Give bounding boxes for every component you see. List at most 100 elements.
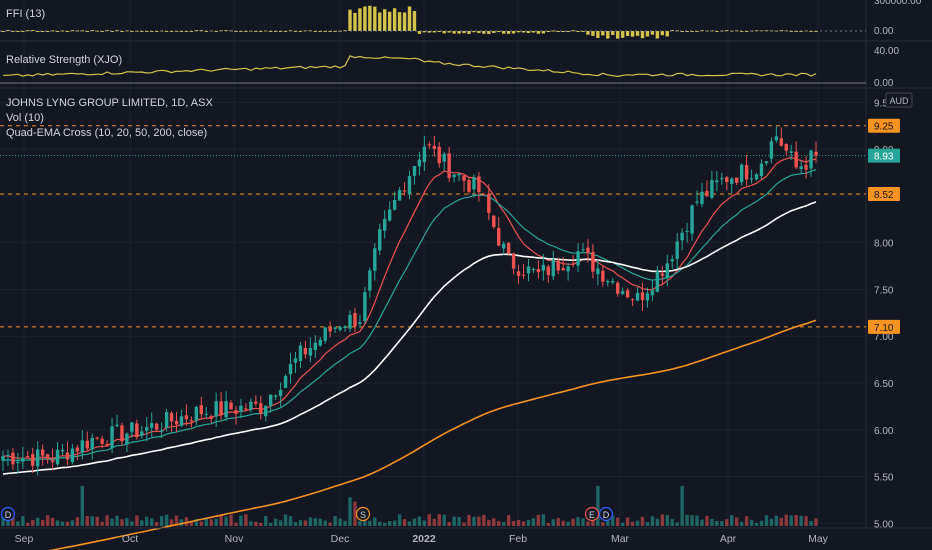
candle-body — [164, 411, 169, 428]
candle-body — [323, 327, 327, 341]
ffi-bar — [1, 31, 5, 32]
candle-body — [224, 401, 228, 418]
event-marker[interactable] — [355, 506, 371, 522]
candle-body — [556, 260, 560, 271]
candle-body — [358, 322, 362, 325]
candle-body — [234, 410, 238, 414]
ffi-bar — [358, 8, 362, 31]
volume-bar — [556, 518, 560, 526]
currency-box[interactable] — [885, 92, 913, 108]
event-marker[interactable] — [598, 506, 614, 522]
candle-body — [65, 452, 70, 460]
volume-bars — [1, 486, 818, 526]
volume-bar — [60, 521, 65, 526]
candle-body — [685, 230, 689, 232]
ffi-bar — [80, 30, 85, 32]
candle-body — [40, 449, 45, 456]
candle-body — [769, 141, 774, 159]
volume-bar — [75, 517, 80, 526]
volume-bar — [432, 518, 436, 526]
ffi-bar — [581, 31, 585, 32]
ffi-bar — [670, 30, 674, 32]
candle-body — [333, 327, 337, 329]
event-marker-label: D — [603, 510, 610, 520]
ffi-bar — [546, 31, 551, 32]
candle-body — [293, 358, 298, 363]
ffi-bar — [383, 9, 387, 32]
ffi-tick-label: 300000.00 — [874, 0, 922, 7]
volume-bar — [135, 515, 139, 526]
volume-bar — [65, 521, 70, 526]
candle-body — [264, 405, 268, 417]
volume-bar — [561, 520, 565, 526]
volume-bar — [744, 516, 749, 526]
volume-bar — [675, 522, 679, 526]
volume-label: Vol (10) — [6, 112, 44, 124]
price-axis: 9.509.008.508.007.507.006.506.005.505.00 — [874, 98, 894, 530]
ffi-bar — [417, 31, 422, 34]
volume-bar — [759, 520, 764, 526]
volume-bar — [442, 514, 446, 526]
ffi-bar — [551, 30, 555, 32]
candle-body — [343, 326, 347, 329]
ffi-bar — [665, 31, 669, 37]
event-marker-label: S — [360, 510, 366, 520]
candle-body — [110, 426, 114, 449]
volume-bar — [264, 515, 268, 526]
candle-body — [412, 166, 417, 176]
ffi-bar — [675, 30, 679, 32]
candle-body — [497, 228, 501, 246]
ffi-bar — [353, 12, 357, 32]
candle-body — [31, 454, 35, 466]
price-tick-label: 8.00 — [874, 239, 894, 250]
ffi-bar — [586, 31, 590, 35]
event-marker[interactable] — [0, 506, 16, 522]
volume-bar — [665, 515, 669, 526]
event-marker[interactable] — [584, 506, 600, 522]
candle-body — [690, 205, 694, 234]
volume-bar — [179, 519, 184, 526]
candle-body — [660, 273, 665, 277]
time-tick-label: Mar — [611, 533, 630, 545]
time-tick-label: Apr — [720, 533, 737, 545]
candle-body — [655, 271, 660, 292]
candle-body — [477, 176, 481, 193]
candle-body — [675, 241, 679, 259]
candle-body — [392, 200, 397, 210]
ffi-bar — [378, 12, 382, 31]
ffi-bar — [635, 31, 640, 36]
volume-bar — [685, 514, 689, 526]
volume-bar — [283, 514, 288, 526]
volume-bar — [571, 518, 575, 526]
candle-body — [36, 449, 40, 467]
candle-body — [566, 266, 570, 272]
ffi-bar — [616, 31, 620, 39]
volume-bar — [457, 516, 461, 526]
ffi-bar — [695, 31, 699, 32]
ffi-bar — [541, 31, 546, 34]
volume-bar — [368, 520, 372, 526]
candle-body — [759, 163, 764, 177]
volume-bar — [80, 486, 85, 526]
candle-body — [288, 364, 293, 375]
ema50-line — [2, 201, 817, 475]
candle-body — [75, 447, 80, 452]
volume-bar — [145, 516, 149, 526]
ffi-bar — [611, 31, 615, 35]
volume-bar — [784, 514, 788, 526]
ffi-bar — [625, 31, 630, 37]
ffi-bar — [487, 31, 491, 34]
candle-body — [620, 291, 625, 294]
volume-bar — [655, 518, 660, 526]
candle-body — [601, 270, 605, 282]
volume-bar — [492, 518, 496, 526]
volume-bar — [105, 515, 109, 526]
candle-body — [368, 270, 372, 291]
volume-bar — [199, 521, 203, 526]
candle-body — [140, 431, 144, 436]
volume-bar — [497, 520, 501, 526]
ffi-bar — [596, 31, 600, 38]
volume-bar — [764, 515, 769, 526]
